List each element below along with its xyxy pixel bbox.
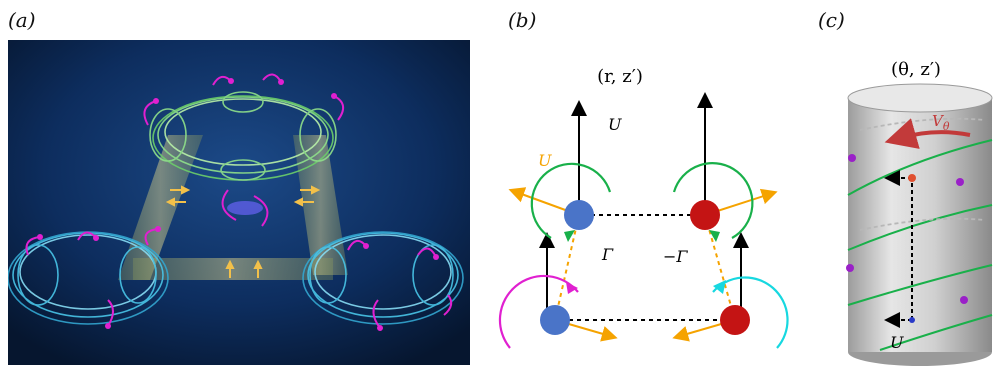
right-vortex-ring xyxy=(302,231,464,325)
v-theta-arrow xyxy=(884,118,971,149)
cyan-arc xyxy=(712,276,789,349)
u-origin-dot xyxy=(909,317,915,323)
left-vortex-ring xyxy=(8,231,169,325)
v-theta-label: Vθ xyxy=(932,112,950,133)
gamma-negative-label: −Γ xyxy=(663,247,688,266)
vortex-core-top-right xyxy=(690,200,720,230)
panel-b-label: (b) xyxy=(508,8,537,32)
u-label-black: U xyxy=(608,115,622,134)
green-arrowhead-right xyxy=(709,230,720,242)
u-label-c: U xyxy=(890,333,904,352)
theta-z-cylinder: (θ, z′) Vθ U xyxy=(846,59,993,366)
green-arrowhead-left xyxy=(564,230,575,242)
purple-markers xyxy=(846,154,968,304)
vortex-core-top-left xyxy=(564,200,594,230)
theta-z-coord-label: (θ, z′) xyxy=(891,59,941,80)
cylinder-bottom xyxy=(848,352,992,366)
u-label-orange: U xyxy=(538,151,552,170)
vortex-core-bottom-left xyxy=(540,305,570,335)
central-vortex xyxy=(221,189,269,227)
vortex-core-bottom-right xyxy=(720,305,750,335)
magenta-arrowhead xyxy=(566,282,578,294)
gamma-positive-label: Γ xyxy=(601,245,614,264)
rz-coord-label: (r, z′) xyxy=(597,66,643,87)
top-vortex-ring xyxy=(149,91,337,181)
cylinder-top xyxy=(847,83,993,113)
cyan-arrowhead xyxy=(713,280,726,294)
rz-schematic: (r, z′) U U Γ −Γ xyxy=(498,66,789,349)
green-arc-right xyxy=(672,162,754,239)
u-arrows xyxy=(539,92,749,310)
cylinder-body xyxy=(848,98,992,352)
magenta-arc xyxy=(498,274,579,349)
vortex-ring-illustration xyxy=(8,40,470,365)
tube-flow-arrows xyxy=(165,185,321,278)
helical-filaments-back xyxy=(859,117,986,231)
black-dashed-links xyxy=(545,214,730,321)
top-core-dot xyxy=(908,174,916,182)
green-arc-left xyxy=(530,162,612,239)
panel-a-label: (a) xyxy=(8,8,36,32)
magenta-dots xyxy=(37,78,439,331)
helical-filaments xyxy=(847,139,993,351)
panel-c-label: (c) xyxy=(818,8,845,32)
orange-dashed-links xyxy=(554,214,736,321)
